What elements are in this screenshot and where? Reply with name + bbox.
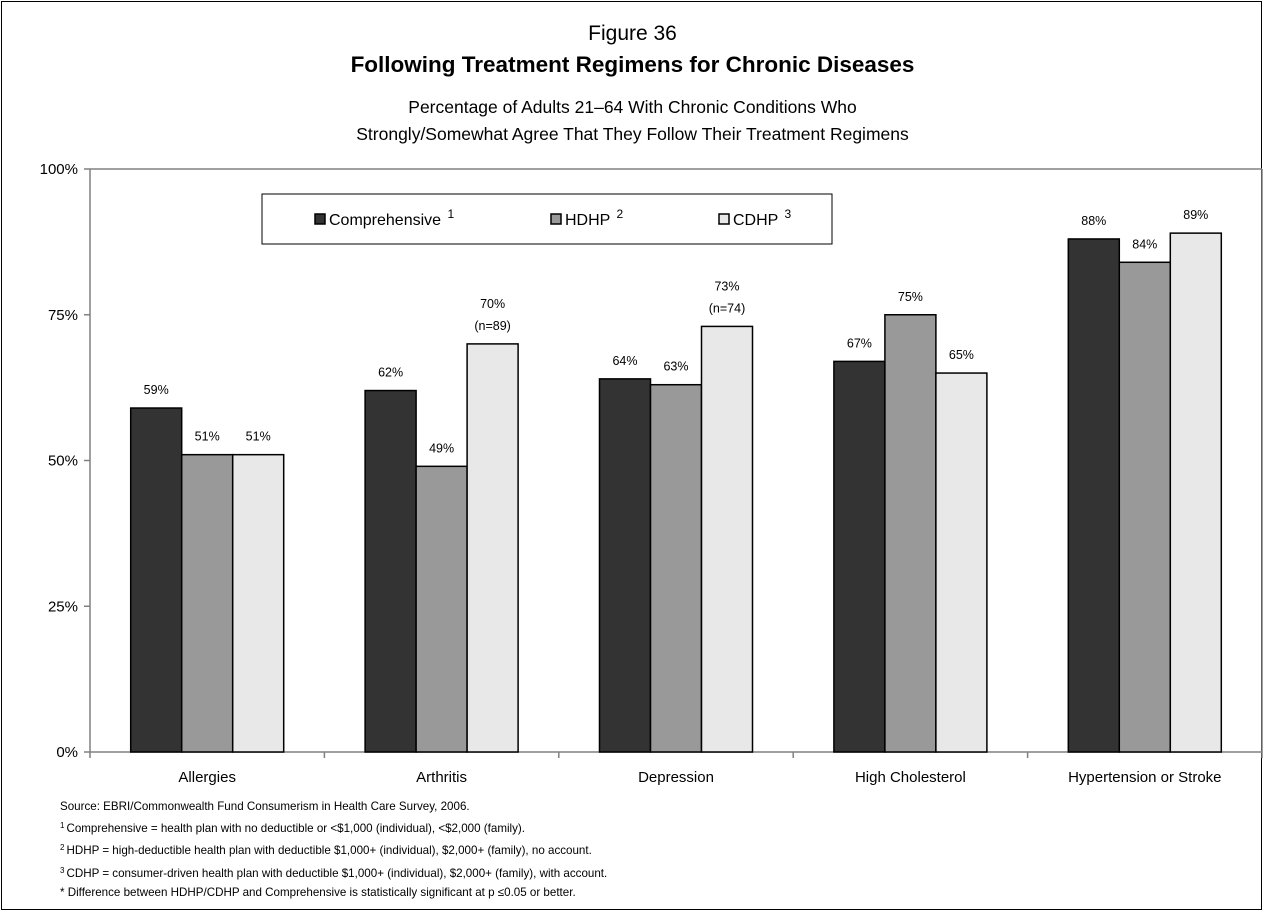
y-tick-label: 25% (48, 598, 78, 615)
footnote-3-mark: 3 (60, 865, 65, 875)
data-annotation: (n=89) (474, 319, 510, 333)
footnote-significance: * Difference between HDHP/CDHP and Compr… (60, 885, 576, 899)
data-label: 65% (949, 348, 974, 362)
data-label: 84% (1132, 237, 1157, 251)
bar-comprehensive-allergies (129, 407, 183, 753)
legend-swatch-hdhp (550, 213, 562, 225)
bar-cdhp-arthritis (466, 343, 519, 753)
bar-hdhp-arthritis (415, 465, 468, 753)
data-label: 62% (378, 366, 403, 380)
data-label: 51% (195, 430, 220, 444)
figure-label: Figure 36 (588, 22, 677, 45)
footnote-2: 2 HDHP = high-deductible health plan with… (60, 838, 607, 860)
x-tick-label-high-cholesterol: High Cholesterol (855, 769, 966, 786)
footnote-1: 1 Comprehensive = health plan with no ded… (60, 816, 607, 838)
data-label: 59% (144, 383, 169, 397)
data-label: 70% (480, 297, 505, 311)
x-tick-label-arthritis: Arthritis (416, 769, 467, 786)
data-label: 63% (663, 360, 688, 374)
data-label: 64% (612, 354, 637, 368)
bar-cdhp-hypertension-or-stroke (1169, 232, 1223, 753)
bar-hdhp-high-cholesterol (884, 314, 937, 753)
x-tick-label-depression: Depression (638, 769, 714, 786)
legend-swatch-cdhp (718, 213, 730, 225)
bar-cdhp-depression (700, 325, 754, 753)
chart-title: Following Treatment Regimens for Chronic… (350, 52, 915, 77)
footnote-2-mark: 2 (60, 843, 65, 853)
bar-hdhp-allergies (180, 453, 234, 753)
legend-swatch-comprehensive (314, 213, 326, 225)
y-tick-label: 75% (48, 307, 78, 324)
footnote-2-text: HDHP = high-deductible health plan with … (66, 844, 592, 858)
legend-label-cdhp: CDHP 3 (733, 207, 792, 229)
y-tick-label: 0% (56, 744, 78, 761)
legend-label-hdhp: HDHP 2 (565, 207, 624, 229)
data-label: 51% (246, 430, 271, 444)
footnote-1-mark: 1 (60, 821, 65, 831)
bar-hdhp-hypertension-or-stroke (1118, 261, 1172, 753)
data-label: 89% (1183, 208, 1208, 222)
data-label: 67% (847, 336, 872, 350)
bar-cdhp-allergies (231, 453, 285, 753)
footnote-3-text: CDHP = consumer-driven health plan with … (66, 866, 608, 880)
y-tick-label: 100% (40, 161, 78, 178)
bar-cdhp-high-cholesterol (935, 372, 988, 753)
data-annotation: (n=74) (709, 301, 745, 315)
source-note: Source: EBRI/Commonwealth Fund Consumeri… (60, 800, 470, 813)
bar-comprehensive-high-cholesterol (833, 360, 886, 753)
bar-comprehensive-arthritis (364, 389, 417, 753)
chart-footnotes: Source: EBRI/Commonwealth Fund Consumeri… (60, 797, 607, 902)
chart-subtitle-line-1: Percentage of Adults 21–64 With Chronic … (408, 97, 857, 117)
data-label: 88% (1081, 214, 1106, 228)
footnote-1-text: Comprehensive = health plan with no dedu… (66, 822, 526, 836)
legend-label-comprehensive: Comprehensive 1 (329, 207, 455, 229)
data-label: 49% (429, 441, 454, 455)
bar-comprehensive-hypertension-or-stroke (1067, 238, 1121, 753)
x-tick-label-allergies: Allergies (178, 769, 236, 786)
data-label: 73% (714, 279, 739, 293)
x-tick-label-hypertension-or-stroke: Hypertension or Stroke (1068, 769, 1221, 786)
data-label: 75% (898, 290, 923, 304)
y-tick-label: 50% (48, 453, 78, 470)
legend (261, 193, 833, 245)
bar-hdhp-depression (649, 383, 703, 753)
chart-subtitle-line-2: Strongly/Somewhat Agree That They Follow… (356, 124, 909, 144)
footnote-3: 3 CDHP = consumer-driven health plan with… (60, 861, 607, 883)
bar-comprehensive-depression (598, 378, 652, 753)
